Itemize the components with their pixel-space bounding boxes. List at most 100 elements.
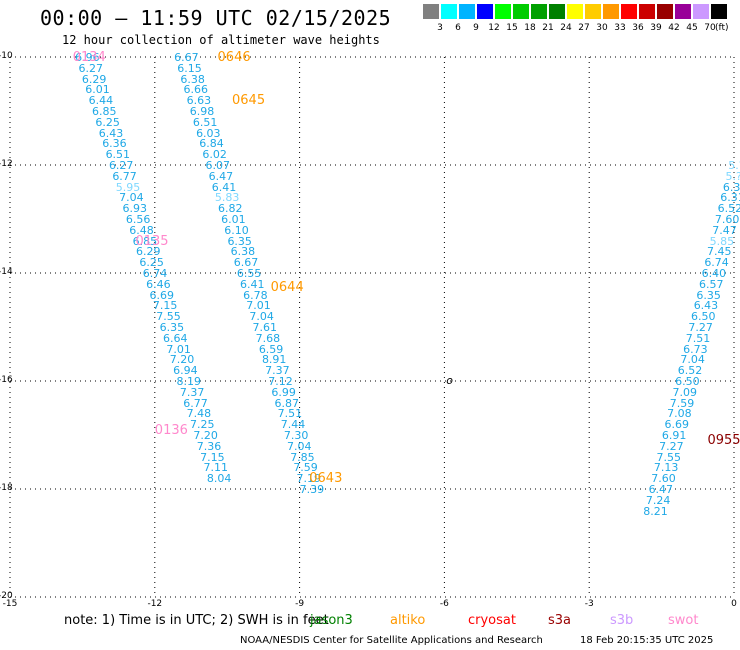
lon-tick-label: -6 — [439, 599, 449, 609]
wave-height-value: 6.41 — [239, 277, 265, 291]
wave-height-value: 7.51 — [685, 331, 711, 345]
wave-height-map[interactable]: -10-12-14-16-18-20-15-12-9-6-30o6.966.27… — [0, 50, 740, 609]
wave-height-value: 6.03 — [196, 126, 221, 140]
wave-height-value: 6.35 — [227, 234, 252, 248]
legend-label: 9 — [473, 23, 479, 33]
wave-height-value: 6.69 — [149, 288, 174, 302]
wave-height-value: 6.38 — [230, 245, 256, 259]
wave-height-value: 6.25 — [139, 256, 164, 270]
legend-label: 27 — [578, 23, 590, 33]
wave-height-value: 6.77 — [183, 396, 208, 410]
wave-height-value: 6.01 — [85, 83, 110, 97]
lon-tick-label: -12 — [147, 599, 163, 609]
wave-height-value: 7.51 — [277, 407, 303, 421]
wave-height-value: 6.63 — [186, 94, 212, 108]
wave-height-value: 7.04 — [680, 353, 705, 367]
wave-height-value: 7.20 — [193, 429, 218, 442]
wave-height-value: 5.85 — [709, 234, 735, 248]
legend-swatch — [477, 4, 493, 19]
lat-tick-label: -14 — [0, 267, 13, 277]
wave-height-value: 7.01 — [166, 342, 191, 356]
wave-height-value: 7.09 — [672, 385, 697, 399]
legend-swatch — [549, 4, 565, 19]
legend-label: 3 — [437, 23, 443, 33]
wave-height-value: 7.08 — [667, 407, 692, 421]
wave-height-value: 7.04 — [287, 439, 312, 453]
satellite-label: jason3 — [310, 613, 353, 628]
wave-height-value: 6.48 — [129, 223, 154, 237]
legend-swatch — [459, 4, 475, 19]
legend-label: 33 — [614, 23, 626, 33]
legend-swatch — [603, 4, 619, 19]
wave-height-value: 6.29 — [135, 245, 161, 259]
note-text: note: 1) Time is in UTC; 2) SWH is in fe… — [64, 613, 329, 628]
legend-label: 45 — [686, 23, 698, 33]
wave-height-value: 7.68 — [255, 331, 281, 345]
legend-swatch — [711, 4, 727, 19]
legend-label: 6 — [455, 23, 461, 33]
wave-height-value: 6.98 — [189, 105, 215, 118]
wave-height-value: 6.85 — [132, 234, 158, 248]
legend-swatch — [531, 4, 547, 19]
wave-height-value: 8.91 — [261, 353, 287, 367]
wave-height-value: 6.32 — [722, 180, 740, 194]
wave-height-value: 7.37 — [179, 385, 205, 399]
wave-height-value: 7.45 — [706, 245, 732, 259]
wave-height-value: 5.? — [728, 159, 740, 172]
wave-height-value: 6.52 — [677, 364, 703, 378]
pass-time-label: 0136 — [154, 422, 188, 438]
wave-height-value: 6.74 — [142, 267, 168, 280]
lon-tick-label: -9 — [295, 599, 305, 609]
wave-height-value: 6.46 — [146, 277, 171, 291]
wave-height-value: 6.51 — [192, 115, 218, 129]
wave-height-value: 6.74 — [704, 256, 729, 270]
wave-height-value: 7.30 — [283, 429, 309, 442]
wave-height-value: 7.04 — [249, 310, 274, 324]
satellite-label: altiko — [390, 613, 426, 628]
wave-height-value: 7.15 — [200, 450, 225, 464]
wave-height-value: 6.91 — [661, 429, 687, 442]
wave-height-value: 5.83 — [214, 191, 240, 205]
legend-label: 42 — [668, 23, 680, 33]
legend-label: 70 — [704, 23, 716, 33]
wave-height-value: 6.87 — [274, 396, 300, 410]
wave-height-value: 5.95 — [115, 180, 141, 194]
legend-label: 18 — [524, 23, 536, 33]
wave-height-value: 7.24 — [645, 493, 671, 507]
legend-swatch — [621, 4, 637, 19]
wave-height-value: 6.52 — [717, 202, 740, 216]
wave-height-value: 7.01 — [246, 299, 271, 313]
wave-height-value: 6.51 — [105, 148, 131, 162]
satellite-label: cryosat — [468, 613, 516, 628]
wave-height-value: 6.27 — [108, 159, 134, 172]
legend-swatch — [639, 4, 655, 19]
page-subtitle: 12 hour collection of altimeter wave hei… — [62, 33, 380, 47]
wave-height-value: 6.94 — [173, 364, 198, 378]
wave-height-value: 6.35 — [696, 288, 721, 302]
lat-tick-label: -12 — [0, 159, 13, 169]
wave-height-value: 6.36 — [102, 137, 127, 151]
wave-height-value: 7.11 — [203, 461, 229, 475]
pass-time-label: 0134 — [72, 50, 106, 65]
wave-height-value: 6.25 — [95, 115, 120, 129]
legend-label: 36 — [632, 23, 644, 33]
wave-height-value: 6.15 — [177, 61, 202, 75]
wave-height-value: 6.10 — [224, 223, 249, 237]
lat-tick-label: -20 — [0, 591, 13, 601]
wave-height-value: 6.82 — [218, 202, 243, 216]
wave-height-value: 6.02 — [202, 148, 227, 162]
legend-swatch — [585, 4, 601, 19]
wave-height-value: 7.59 — [669, 396, 695, 410]
wave-height-value: 7.27 — [659, 439, 684, 453]
wave-height-value: 6.35 — [159, 321, 185, 334]
wave-height-value: 6.47 — [648, 483, 674, 496]
wave-height-value: 7.48 — [186, 407, 212, 421]
pass-time-label: 0645 — [232, 93, 266, 109]
wave-height-value: 7.55 — [156, 310, 181, 324]
wave-height-value: 6.93 — [122, 202, 147, 216]
legend-label: 30 — [596, 23, 608, 33]
wave-height-value: 6.66 — [183, 83, 209, 97]
lon-tick-label: -15 — [2, 599, 18, 609]
legend-unit: (ft) — [715, 23, 729, 33]
wave-height-value: 6.73 — [683, 342, 708, 356]
